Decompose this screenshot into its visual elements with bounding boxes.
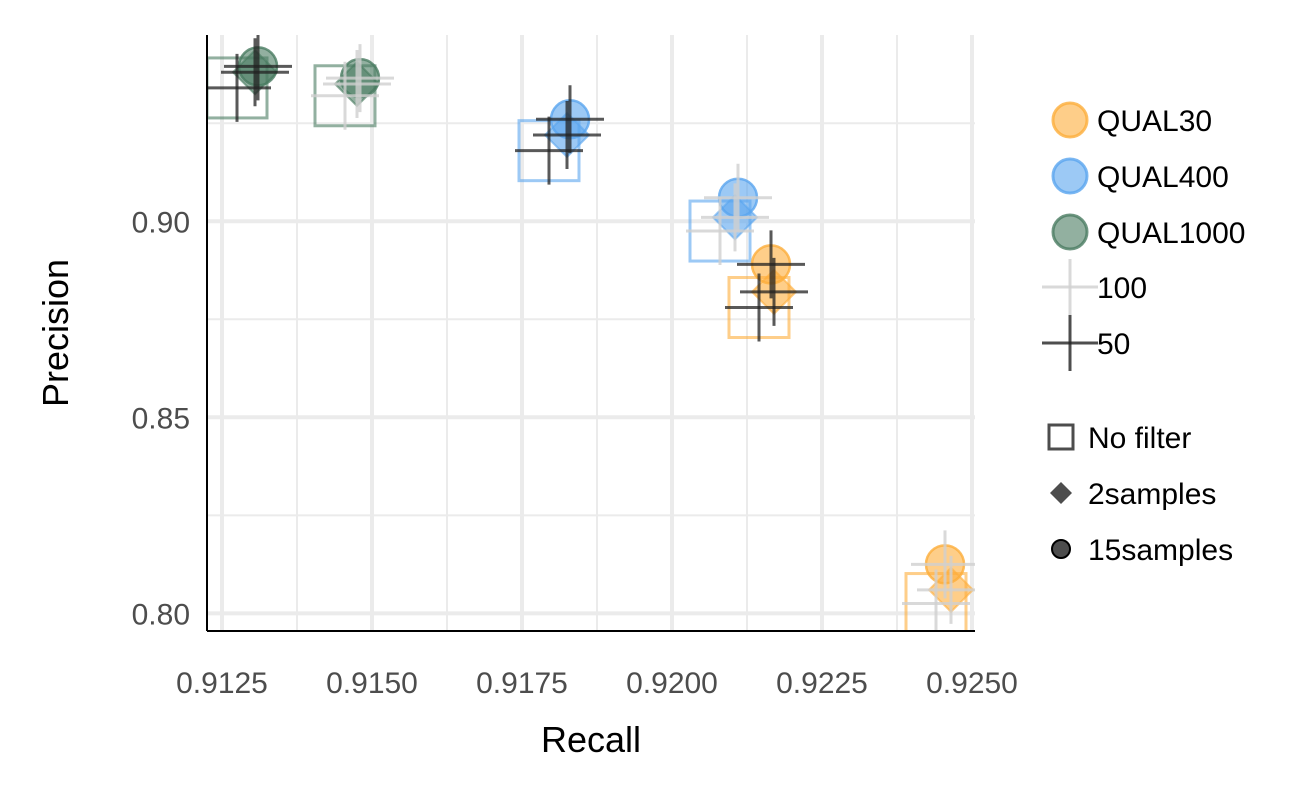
axes <box>206 35 975 632</box>
error-cross <box>740 257 808 326</box>
legend-label: 15samples <box>1088 534 1233 567</box>
legend-label: 2samples <box>1088 478 1216 511</box>
plot-area <box>207 35 975 631</box>
error-cross <box>911 530 975 599</box>
x-tick-label: 0.9200 <box>626 667 718 700</box>
x-tick-label: 0.9150 <box>326 667 418 700</box>
legend-item-no-filter: No filter <box>1047 422 1191 455</box>
legend-label: 50 <box>1097 328 1130 361</box>
legend-key-circle <box>1051 213 1089 251</box>
legend: QUAL30 QUAL400 QUAL1000 100 50 No filter 2samp… <box>1042 101 1245 567</box>
diamond-markers <box>231 48 975 614</box>
legend-item-2samples: 2samples <box>1050 478 1216 511</box>
legend-key-circle <box>1051 101 1089 139</box>
error-cross <box>533 100 601 169</box>
legend-label: No filter <box>1088 422 1191 455</box>
x-tick-label: 0.9225 <box>776 667 868 700</box>
error-cross <box>221 38 289 107</box>
legend-key-diamond <box>1050 482 1072 504</box>
y-tick-label: 0.90 <box>132 206 190 239</box>
legend-label: QUAL1000 <box>1097 217 1245 250</box>
square-markers <box>207 56 968 631</box>
error-cross <box>536 85 604 154</box>
error-cross <box>917 555 975 624</box>
error-cross <box>224 35 292 101</box>
y-tick-label: 0.80 <box>132 598 190 631</box>
legend-item-qual400: QUAL400 <box>1051 157 1229 195</box>
error-cross <box>686 197 754 266</box>
legend-label: 100 <box>1097 272 1147 305</box>
y-tick-label: 0.85 <box>132 402 190 435</box>
legend-key-square <box>1047 423 1075 451</box>
error-cross <box>737 230 805 299</box>
error-cross <box>323 50 391 119</box>
x-axis-title: Recall <box>541 719 641 760</box>
error-crosses <box>207 35 975 631</box>
error-cross <box>515 116 583 185</box>
legend-item-50: 50 <box>1042 315 1130 371</box>
error-cross <box>326 44 394 113</box>
x-tick-label: 0.9125 <box>176 667 268 700</box>
x-tick-label: 0.9175 <box>476 667 568 700</box>
error-cross <box>701 183 769 252</box>
legend-item-100: 100 <box>1042 259 1147 315</box>
legend-item-15samples: 15samples <box>1051 534 1233 567</box>
y-axis-title: Precision <box>35 259 76 407</box>
error-cross <box>725 273 793 342</box>
error-cross <box>311 61 379 130</box>
legend-key-circle <box>1051 539 1071 559</box>
error-cross <box>704 163 772 232</box>
legend-label: QUAL30 <box>1097 105 1212 138</box>
legend-key-circle <box>1051 157 1089 195</box>
x-tick-labels: 0.9125 0.9150 0.9175 0.9200 0.9225 0.9250 <box>176 667 1018 700</box>
legend-label: QUAL400 <box>1097 161 1229 194</box>
y-tick-labels: 0.80 0.85 0.90 <box>132 206 190 631</box>
error-cross <box>902 569 970 631</box>
legend-item-qual30: QUAL30 <box>1051 101 1212 139</box>
legend-item-qual1000: QUAL1000 <box>1051 213 1245 251</box>
circle-markers <box>237 46 966 585</box>
x-tick-label: 0.9250 <box>926 667 1018 700</box>
